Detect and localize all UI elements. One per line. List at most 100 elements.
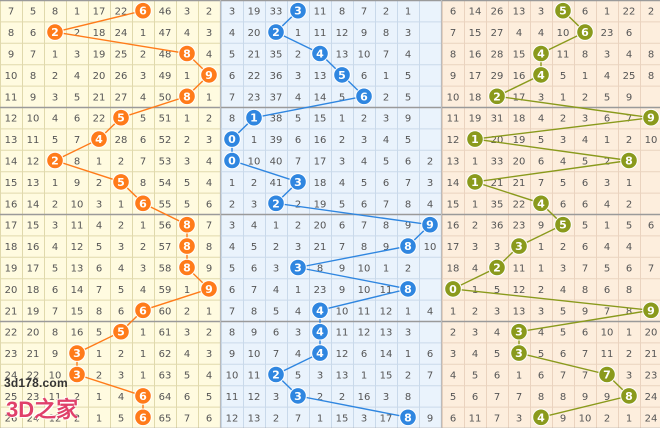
cell-value: 4 [96, 221, 102, 232]
cell-value: 11 [469, 413, 482, 424]
cell-value: 1 [626, 328, 632, 339]
cell-value: 6 [295, 135, 301, 146]
cell-value: 20 [93, 71, 106, 82]
cell-value: 18 [314, 178, 327, 189]
cell-value: 23 [513, 221, 526, 232]
cell-value: 3 [118, 242, 124, 253]
cell-value: 7 [273, 349, 279, 360]
svg-text:0: 0 [449, 283, 457, 296]
cell-value: 4 [560, 285, 566, 296]
svg-text:5: 5 [117, 112, 125, 125]
cell-value: 19 [27, 306, 40, 317]
cell-value: 9 [8, 50, 14, 61]
cell-value: 2 [582, 92, 588, 103]
cell-value: 4 [295, 306, 301, 317]
cell-value: 1 [317, 413, 323, 424]
draw-ball: 1 [466, 130, 484, 148]
cell-value: 2 [229, 199, 235, 210]
cell-value: 5 [405, 135, 411, 146]
cell-value: 5 [30, 7, 36, 18]
cell-value: 2 [648, 7, 654, 18]
cell-value: 4 [118, 264, 124, 275]
svg-text:3: 3 [294, 5, 302, 18]
cell-value: 9 [626, 92, 632, 103]
cell-value: 4 [74, 71, 80, 82]
cell-value: 36 [270, 71, 283, 82]
cell-value: 1 [604, 221, 610, 232]
cell-value: 5 [96, 328, 102, 339]
cell-value: 2 [96, 178, 102, 189]
cell-value: 23 [601, 28, 614, 39]
cell-value: 24 [115, 28, 128, 39]
svg-text:4: 4 [537, 69, 545, 82]
cell-value: 3 [74, 50, 80, 61]
cell-value: 38 [270, 114, 283, 125]
cell-value: 4 [383, 135, 389, 146]
cell-value: 11 [49, 392, 62, 403]
cell-value: 4 [626, 242, 632, 253]
cell-value: 7 [140, 157, 146, 168]
cell-value: 1 [538, 242, 544, 253]
cell-value: 19 [513, 135, 526, 146]
cell-value: 4 [405, 50, 411, 61]
cell-value: 3 [118, 371, 124, 382]
cell-value: 12 [248, 392, 261, 403]
cell-value: 14 [380, 349, 393, 360]
cell-value: 4 [206, 178, 212, 189]
cell-value: 2 [317, 392, 323, 403]
svg-text:1: 1 [471, 176, 479, 189]
cell-value: 8 [251, 306, 257, 317]
cell-value: 7 [405, 178, 411, 189]
cell-value: 14 [5, 157, 18, 168]
cell-value: 4 [229, 242, 235, 253]
cell-value: 14 [27, 199, 40, 210]
cell-value: 5 [383, 157, 389, 168]
cell-value: 11 [248, 371, 261, 382]
svg-text:2: 2 [493, 262, 501, 275]
cell-value: 7 [229, 306, 235, 317]
svg-text:4: 4 [95, 133, 103, 146]
cell-value: 5 [361, 178, 367, 189]
cell-value: 37 [270, 92, 283, 103]
cell-value: 6 [582, 199, 588, 210]
cell-value: 11 [447, 114, 460, 125]
cell-value: 7 [96, 285, 102, 296]
watermark-brand: 3D之家 [6, 397, 79, 422]
cell-value: 8 [140, 178, 146, 189]
draw-ball: 8 [399, 280, 417, 298]
cell-value: 25 [623, 71, 636, 82]
cell-value: 6 [229, 285, 235, 296]
cell-value: 8 [317, 264, 323, 275]
cell-value: 2 [52, 199, 58, 210]
cell-value: 4 [206, 371, 212, 382]
cell-value: 7 [206, 221, 212, 232]
cell-value: 3 [450, 349, 456, 360]
cell-value: 5 [538, 135, 544, 146]
cell-value: 1 [472, 157, 478, 168]
cell-value: 7 [295, 157, 301, 168]
cell-value: 8 [383, 28, 389, 39]
svg-text:7: 7 [603, 369, 611, 382]
cell-value: 2 [383, 92, 389, 103]
cell-value: 3 [604, 178, 610, 189]
cell-value: 22 [623, 7, 636, 18]
svg-text:4: 4 [537, 197, 545, 210]
draw-ball: 2 [267, 365, 285, 384]
cell-value: 15 [5, 178, 18, 189]
cell-value: 3 [206, 28, 212, 39]
cell-value: 8 [52, 7, 58, 18]
cell-value: 22 [93, 114, 106, 125]
cell-value: 11 [557, 50, 570, 61]
svg-text:3: 3 [294, 390, 302, 403]
cell-value: 52 [159, 135, 172, 146]
svg-text:3: 3 [515, 347, 523, 360]
cell-value: 10 [226, 371, 239, 382]
svg-text:6: 6 [139, 390, 147, 403]
cell-value: 13 [248, 413, 261, 424]
svg-text:4: 4 [537, 48, 545, 61]
cell-value: 7 [295, 413, 301, 424]
cell-value: 21 [27, 349, 40, 360]
cell-value: 4 [450, 371, 456, 382]
cell-value: 40 [270, 157, 283, 168]
cell-value: 19 [93, 50, 106, 61]
